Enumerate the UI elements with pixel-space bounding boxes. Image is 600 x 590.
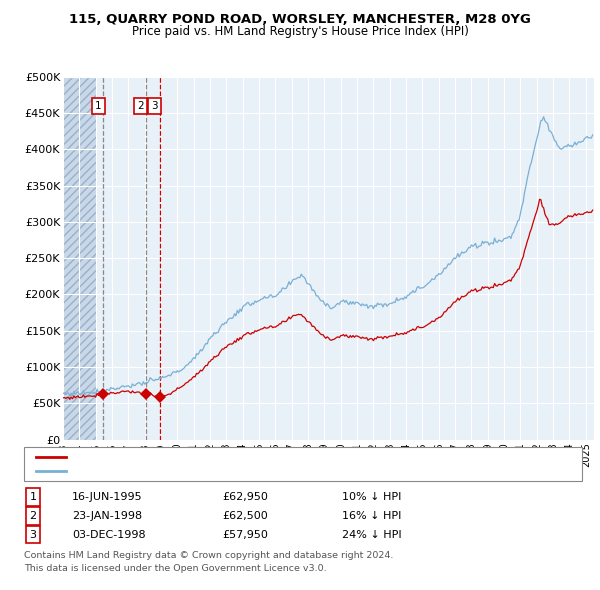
Text: 1: 1 [29, 492, 37, 502]
Text: 3: 3 [29, 530, 37, 539]
Text: 23-JAN-1998: 23-JAN-1998 [72, 511, 142, 520]
Text: 16% ↓ HPI: 16% ↓ HPI [342, 511, 401, 520]
Text: 3: 3 [152, 101, 158, 111]
Text: 10% ↓ HPI: 10% ↓ HPI [342, 492, 401, 502]
Text: £62,500: £62,500 [222, 511, 268, 520]
Text: £57,950: £57,950 [222, 530, 268, 539]
Text: Price paid vs. HM Land Registry's House Price Index (HPI): Price paid vs. HM Land Registry's House … [131, 25, 469, 38]
Text: 2: 2 [29, 511, 37, 520]
Text: 1: 1 [95, 101, 101, 111]
Text: 16-JUN-1995: 16-JUN-1995 [72, 492, 143, 502]
Bar [63, 77, 95, 440]
Text: 115, QUARRY POND ROAD, WORSLEY, MANCHESTER, M28 0YG (detached house): 115, QUARRY POND ROAD, WORSLEY, MANCHEST… [72, 451, 492, 461]
Text: £62,950: £62,950 [222, 492, 268, 502]
Text: 115, QUARRY POND ROAD, WORSLEY, MANCHESTER, M28 0YG: 115, QUARRY POND ROAD, WORSLEY, MANCHEST… [69, 13, 531, 26]
Text: 24% ↓ HPI: 24% ↓ HPI [342, 530, 401, 539]
Text: 2: 2 [137, 101, 144, 111]
Text: This data is licensed under the Open Government Licence v3.0.: This data is licensed under the Open Gov… [24, 565, 326, 573]
Text: Contains HM Land Registry data © Crown copyright and database right 2024.: Contains HM Land Registry data © Crown c… [24, 552, 394, 560]
Text: 03-DEC-1998: 03-DEC-1998 [72, 530, 146, 539]
Text: HPI: Average price, detached house, Salford: HPI: Average price, detached house, Salf… [72, 467, 302, 477]
